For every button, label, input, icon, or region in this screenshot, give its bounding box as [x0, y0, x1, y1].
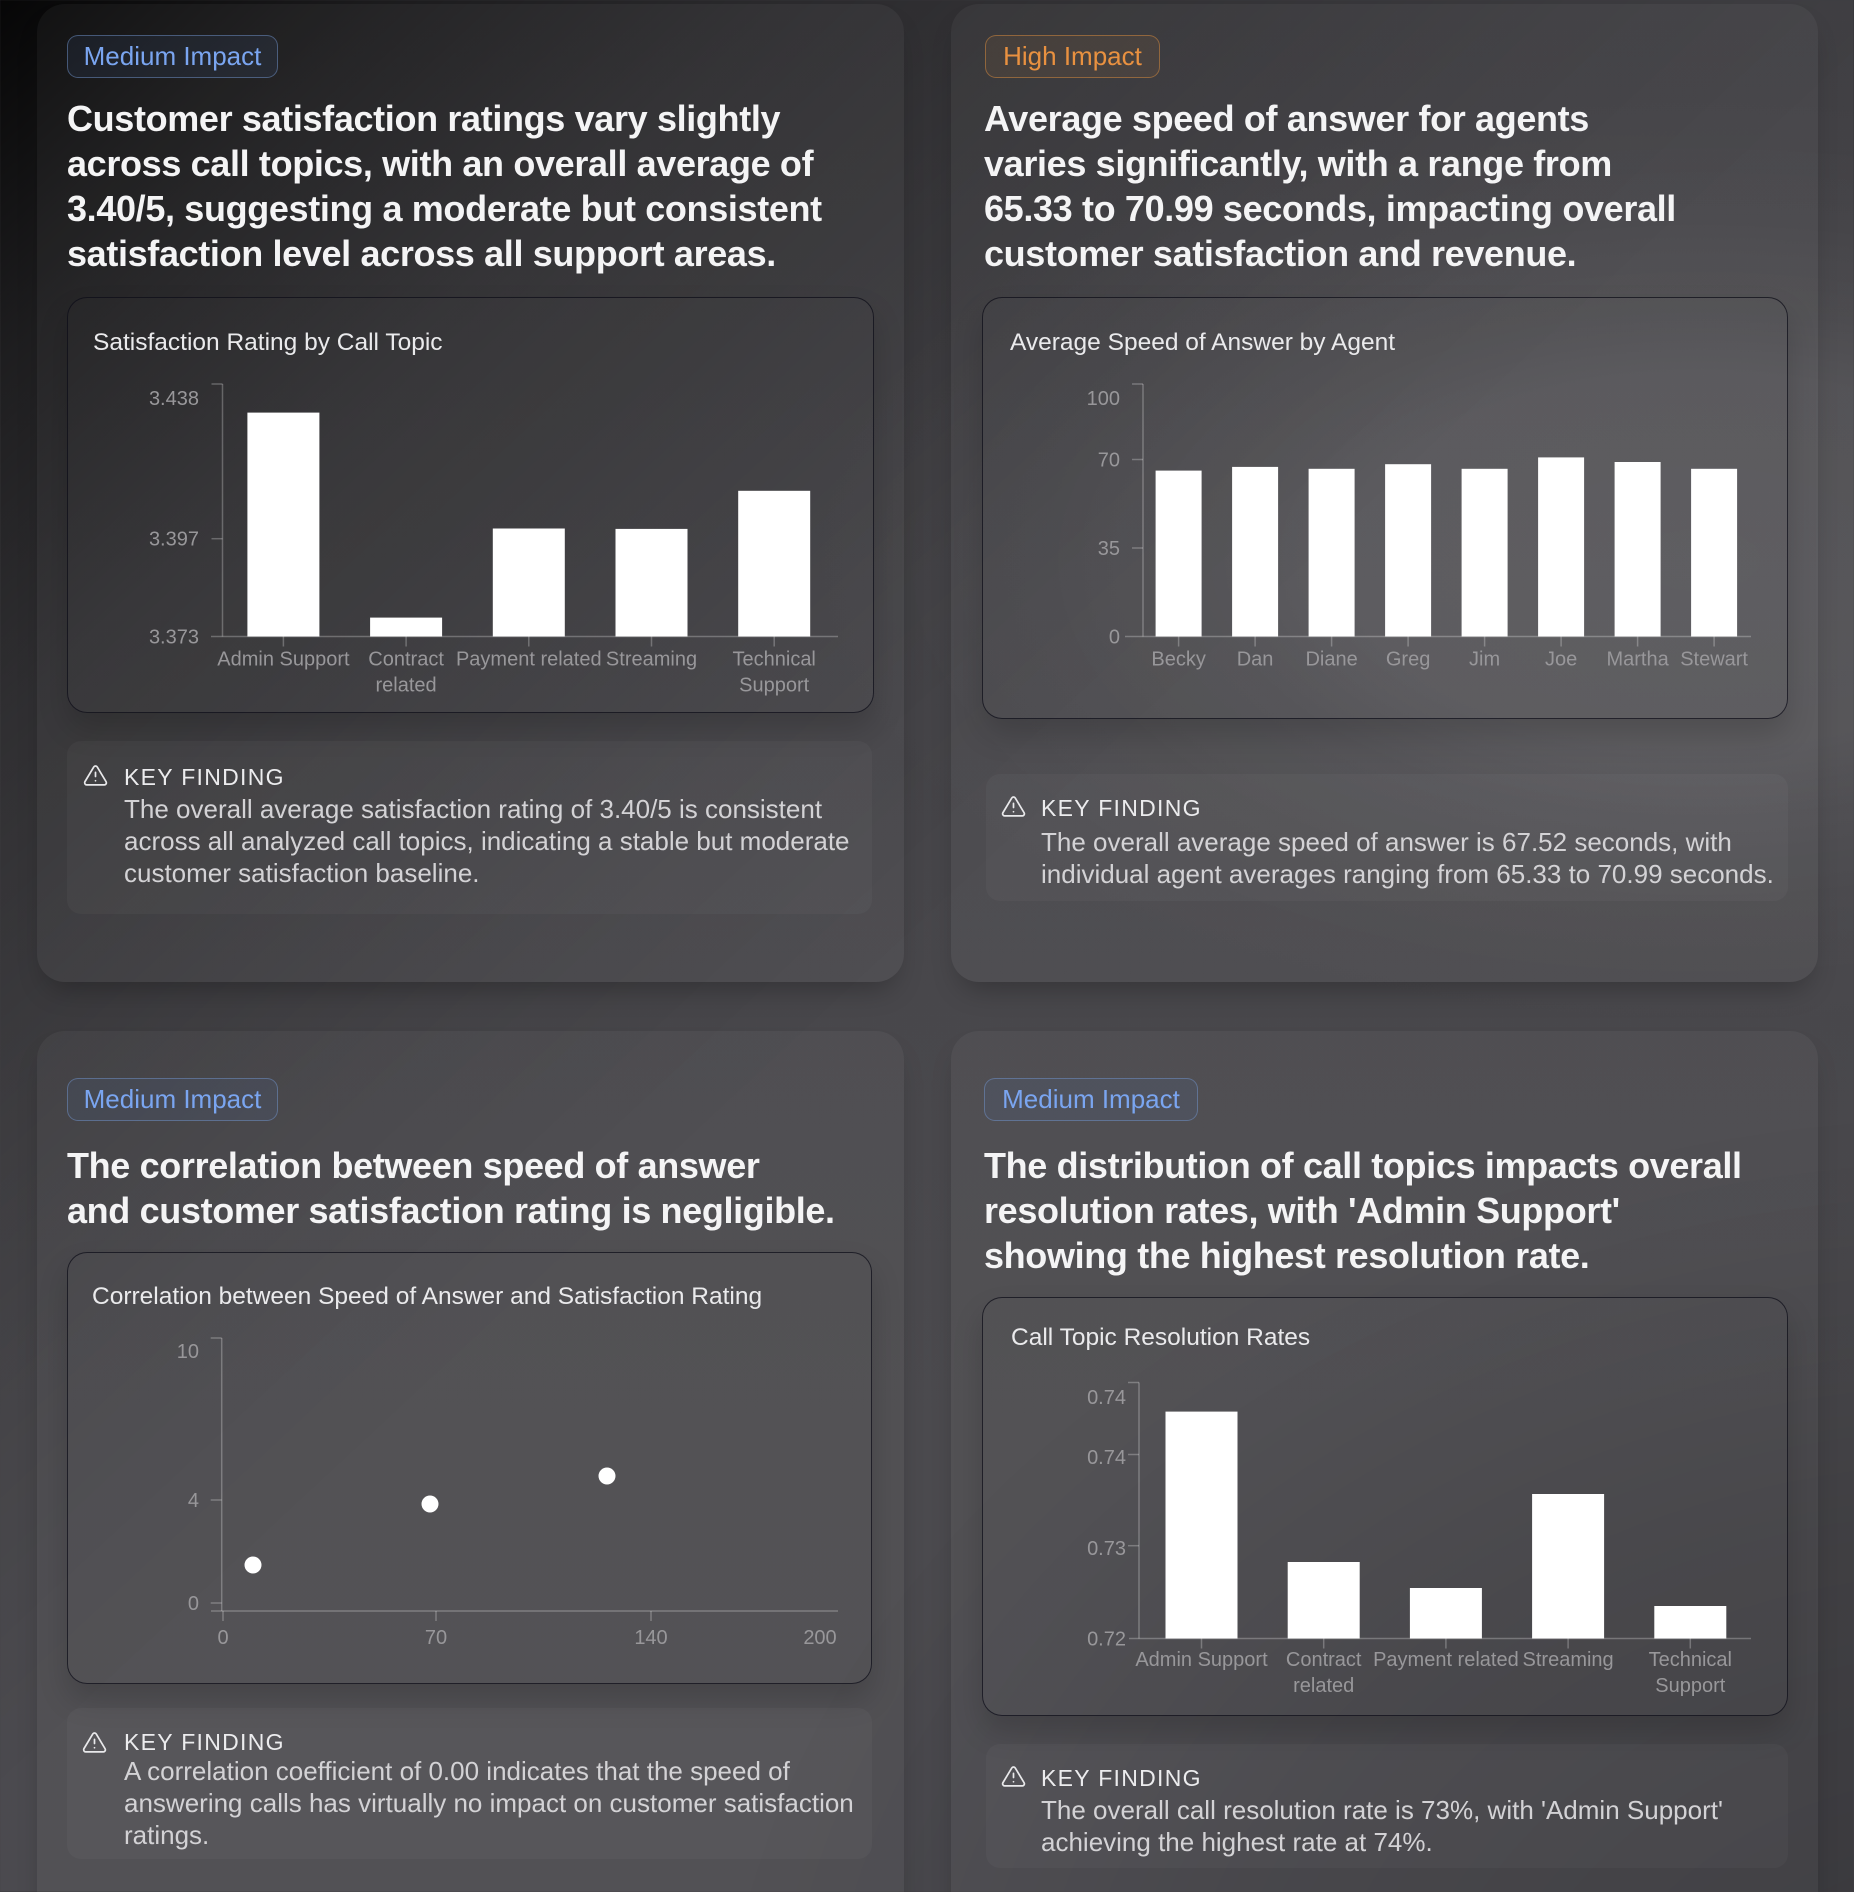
svg-text:Contract: Contract — [368, 649, 444, 671]
svg-text:Dan: Dan — [1237, 649, 1274, 671]
svg-text:140: 140 — [634, 1627, 667, 1649]
svg-text:Becky: Becky — [1151, 649, 1205, 671]
svg-text:Martha: Martha — [1606, 649, 1669, 671]
svg-text:0: 0 — [217, 1627, 228, 1649]
svg-text:Payment related: Payment related — [1373, 1649, 1519, 1671]
svg-text:related: related — [376, 675, 437, 697]
svg-text:200: 200 — [803, 1627, 836, 1649]
svg-text:Diane: Diane — [1305, 649, 1357, 671]
svg-text:Technical: Technical — [1649, 1649, 1732, 1671]
svg-text:10: 10 — [177, 1341, 199, 1363]
svg-text:3.397: 3.397 — [149, 529, 199, 551]
svg-text:0.74: 0.74 — [1087, 1447, 1126, 1469]
svg-text:Payment related: Payment related — [456, 649, 602, 671]
svg-text:35: 35 — [1098, 538, 1120, 560]
svg-text:100: 100 — [1087, 388, 1120, 410]
svg-text:Jim: Jim — [1469, 649, 1500, 671]
svg-text:Greg: Greg — [1386, 649, 1430, 671]
svg-text:Technical: Technical — [733, 649, 816, 671]
svg-text:3.438: 3.438 — [149, 388, 199, 410]
svg-text:Streaming: Streaming — [1523, 1649, 1614, 1671]
svg-text:4: 4 — [188, 1490, 199, 1512]
svg-text:Admin Support: Admin Support — [217, 649, 350, 671]
svg-text:Support: Support — [739, 675, 809, 697]
svg-text:Joe: Joe — [1545, 649, 1577, 671]
svg-text:0: 0 — [188, 1593, 199, 1615]
svg-text:Support: Support — [1655, 1675, 1725, 1697]
svg-text:Contract: Contract — [1286, 1649, 1362, 1671]
svg-text:3.373: 3.373 — [149, 627, 199, 649]
svg-text:0.74: 0.74 — [1087, 1387, 1126, 1409]
svg-text:0.73: 0.73 — [1087, 1538, 1126, 1560]
svg-text:Streaming: Streaming — [606, 649, 697, 671]
svg-text:0: 0 — [1109, 627, 1120, 649]
svg-text:0.72: 0.72 — [1087, 1629, 1126, 1651]
svg-text:70: 70 — [425, 1627, 447, 1649]
svg-text:Stewart: Stewart — [1680, 649, 1748, 671]
svg-text:related: related — [1293, 1675, 1354, 1697]
svg-text:70: 70 — [1098, 450, 1120, 472]
svg-text:Admin Support: Admin Support — [1135, 1649, 1268, 1671]
